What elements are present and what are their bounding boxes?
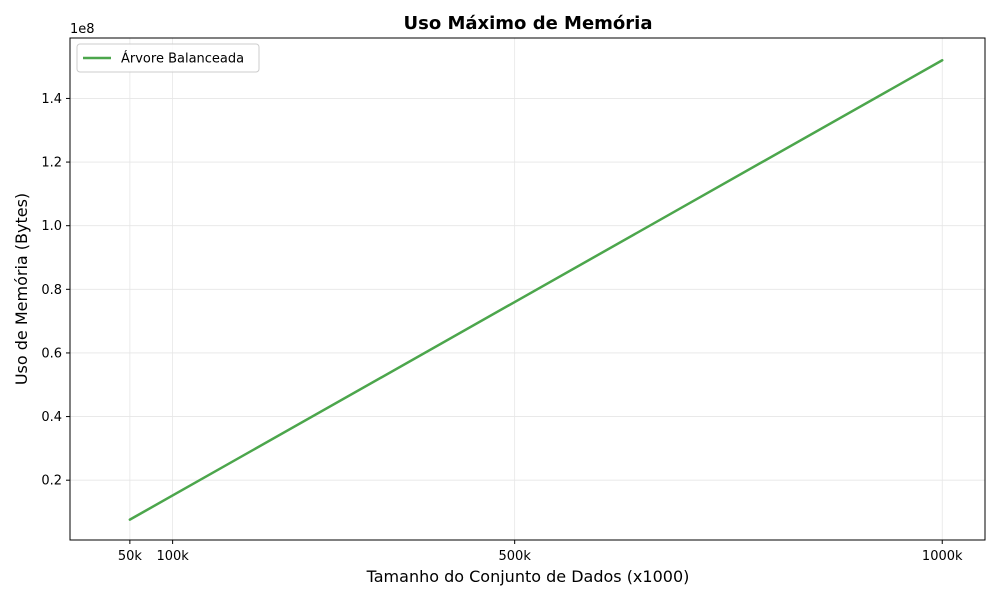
x-tick-label: 100k [156, 549, 189, 564]
y-tick-label: 0.2 [41, 474, 62, 489]
x-axis-label: Tamanho do Conjunto de Dados (x1000) [366, 567, 690, 586]
legend-label-arvore-balanceada: Árvore Balanceada [121, 51, 244, 67]
legend-box [76, 43, 260, 73]
y-axis-ticks: 0.2 0.4 0.6 0.8 1.0 1.2 1.4 [41, 92, 70, 489]
y-tick-label: 0.8 [41, 283, 62, 298]
x-tick-label: 1000k [922, 549, 963, 564]
chart-title: Uso Máximo de Memória [404, 13, 653, 34]
x-tick-label: 500k [499, 549, 532, 564]
grid-lines [70, 38, 985, 540]
y-tick-label: 1.0 [41, 219, 62, 234]
y-tick-label: 0.6 [41, 346, 62, 361]
y-tick-label: 1.4 [41, 92, 62, 107]
x-axis-ticks: 50k 100k 500k 1000k [118, 540, 963, 564]
x-tick-label: 50k [118, 549, 143, 564]
y-axis-label: Uso de Memória (Bytes) [12, 193, 31, 385]
y-tick-label: 1.2 [41, 156, 62, 171]
y-tick-label: 0.4 [41, 410, 62, 425]
y-offset-label: 1e8 [70, 22, 95, 37]
series-line-0 [128, 59, 944, 521]
legend: Árvore Balanceada [76, 43, 260, 73]
series-layer [128, 59, 944, 521]
